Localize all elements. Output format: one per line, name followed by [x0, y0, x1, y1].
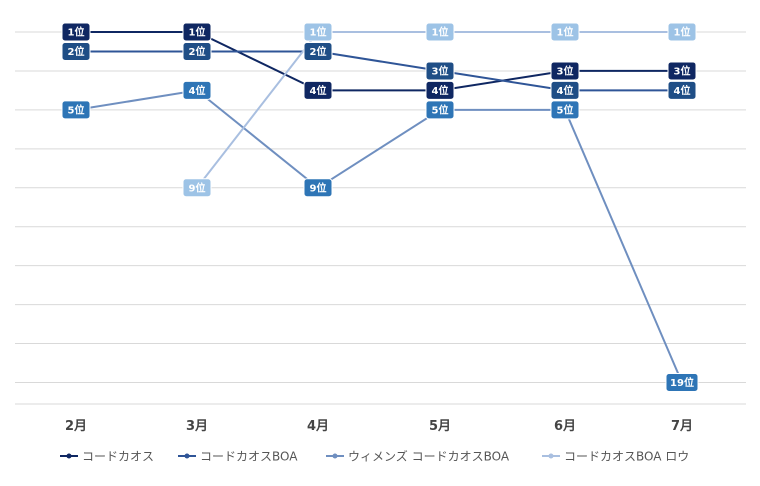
data-label-text: 5位 — [557, 103, 574, 116]
legend-item-1: コードカオス — [60, 450, 154, 464]
data-label-s2-5月: 3位 — [425, 61, 455, 81]
data-label-text: 4位 — [189, 84, 206, 97]
data-label-box — [303, 41, 333, 61]
data-label-box — [182, 41, 212, 61]
series-line-2 — [76, 50, 682, 92]
legend-item-4: コードカオスBOA ロウ — [542, 450, 689, 464]
x-axis-ticks: 2月 3月 4月 5月 6月 7月 — [65, 419, 693, 434]
data-label-text: 1位 — [189, 26, 206, 39]
data-label-s1-5月: 4位 — [425, 80, 455, 100]
data-label-s3-7月: 19位 — [665, 372, 699, 392]
data-label-s1-6月: 3位 — [550, 61, 580, 81]
data-label-s4-7月: 1位 — [667, 22, 697, 42]
data-label-s1-2月: 1位 — [61, 22, 91, 42]
data-label-box — [667, 61, 697, 81]
x-tick-label: 2月 — [65, 419, 87, 434]
gridlines — [15, 31, 746, 405]
data-label-box — [550, 61, 580, 81]
data-label-text: 2位 — [68, 45, 85, 58]
data-label-text: 3位 — [674, 64, 691, 77]
data-label-box — [303, 22, 333, 42]
data-label-text: 1位 — [432, 26, 449, 39]
legend-item-2: コードカオスBOA — [178, 450, 298, 464]
data-label-text: 1位 — [68, 26, 85, 39]
data-label-s2-4月: 2位 — [303, 41, 333, 61]
x-tick-label: 5月 — [429, 419, 451, 434]
data-label-s4-6月: 1位 — [550, 22, 580, 42]
data-label-box — [425, 80, 455, 100]
data-label-s3-2月: 5位 — [61, 100, 91, 120]
legend-label: コードカオス — [82, 450, 154, 464]
data-label-s3-6月: 5位 — [550, 100, 580, 120]
data-label-box — [665, 372, 699, 392]
data-label-s1-7月: 3位 — [667, 61, 697, 81]
data-label-s4-4月: 1位 — [303, 22, 333, 42]
data-label-box — [61, 41, 91, 61]
data-label-box — [425, 100, 455, 120]
data-label-text: 2位 — [310, 45, 327, 58]
data-label-box — [667, 80, 697, 100]
x-tick-label: 3月 — [186, 419, 208, 434]
legend-swatch-marker — [66, 453, 72, 459]
data-label-s3-5月: 5位 — [425, 100, 455, 120]
data-label-box — [667, 22, 697, 42]
data-label-s3-4月: 9位 — [303, 178, 333, 198]
data-label-text: 5位 — [432, 103, 449, 116]
data-label-text: 1位 — [310, 26, 327, 39]
legend-label: コードカオスBOA — [200, 450, 298, 464]
series-line-1 — [76, 31, 682, 92]
data-label-s2-2月: 2位 — [61, 41, 91, 61]
data-label-box — [425, 61, 455, 81]
data-label-s2-6月: 4位 — [550, 80, 580, 100]
data-label-s4-3月: 9位 — [182, 178, 212, 198]
legend-label: ウィメンズ コードカオスBOA — [348, 449, 510, 464]
data-label-s3-3月: 4位 — [182, 80, 212, 100]
legend-label: コードカオスBOA ロウ — [564, 450, 689, 464]
data-label-box — [550, 22, 580, 42]
data-label-box — [550, 80, 580, 100]
data-label-text: 2位 — [189, 45, 206, 58]
legend-swatch-marker — [332, 453, 338, 459]
legend: コードカオス コードカオスBOA ウィメンズ コードカオスBOA コードカオスBOA … — [60, 449, 689, 464]
data-label-box — [550, 100, 580, 120]
series-lines — [75, 31, 683, 383]
data-label-text: 5位 — [68, 103, 85, 116]
data-label-s1-3月: 1位 — [182, 22, 212, 42]
data-label-box — [61, 100, 91, 120]
data-label-text: 19位 — [670, 376, 694, 389]
data-label-box — [303, 80, 333, 100]
data-label-box — [61, 22, 91, 42]
x-tick-label: 4月 — [307, 419, 329, 434]
data-label-text: 4位 — [432, 84, 449, 97]
data-label-text: 3位 — [432, 64, 449, 77]
data-label-text: 1位 — [674, 26, 691, 39]
data-label-text: 4位 — [674, 84, 691, 97]
legend-swatch-marker — [184, 453, 190, 459]
x-tick-label: 6月 — [554, 419, 576, 434]
data-label-text: 9位 — [310, 181, 327, 194]
data-label-box — [425, 22, 455, 42]
x-tick-label: 7月 — [671, 419, 693, 434]
legend-swatch-marker — [548, 453, 554, 459]
data-label-s1-4月: 4位 — [303, 80, 333, 100]
data-label-s2-7月: 4位 — [667, 80, 697, 100]
data-label-s2-3月: 2位 — [182, 41, 212, 61]
data-label-box — [182, 22, 212, 42]
data-label-box — [303, 178, 333, 198]
data-label-text: 1位 — [557, 26, 574, 39]
data-label-text: 4位 — [557, 84, 574, 97]
series-line-3 — [75, 89, 683, 383]
legend-item-3: ウィメンズ コードカオスBOA — [326, 449, 510, 464]
data-label-s4-5月: 1位 — [425, 22, 455, 42]
data-label-box — [182, 178, 212, 198]
data-labels: 1位 1位 4位 4位 3位 3位 2位 2位 2位 3位 4位 4位 5位 4位 9位 5位 5位 19位 9位 1… — [61, 22, 699, 392]
data-label-text: 9位 — [189, 181, 206, 194]
data-label-text: 3位 — [557, 64, 574, 77]
data-label-box — [182, 80, 212, 100]
data-label-text: 4位 — [310, 84, 327, 97]
